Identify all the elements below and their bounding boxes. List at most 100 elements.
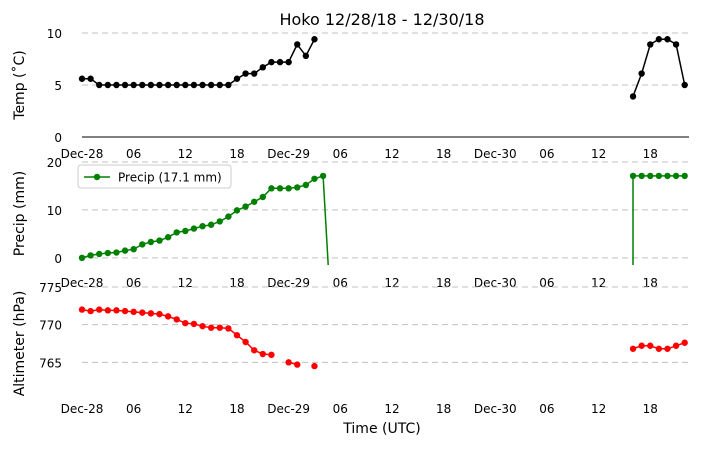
data-point [250, 347, 258, 354]
data-point [207, 221, 215, 228]
data-point [164, 313, 172, 320]
data-point [78, 306, 86, 313]
x-tick-label: Dec-29 [267, 402, 310, 416]
x-tick-label: 12 [178, 276, 193, 290]
data-point [294, 184, 301, 191]
data-point [87, 307, 94, 315]
data-point [173, 81, 180, 89]
x-tick-label: 18 [436, 147, 451, 161]
data-point [139, 81, 146, 89]
y-axis-label: Precip (mm) [12, 171, 28, 256]
x-tick-label: 12 [178, 402, 193, 416]
data-point [242, 70, 249, 77]
data-point [233, 332, 241, 339]
data-point [638, 70, 645, 77]
data-point [78, 254, 86, 262]
series-altimeter [78, 306, 688, 370]
data-point [302, 181, 310, 189]
data-point [190, 81, 198, 89]
data-point [147, 81, 155, 89]
data-point [199, 222, 206, 230]
data-point [225, 213, 232, 220]
data-point [664, 172, 671, 180]
x-tick-label: 18 [229, 402, 244, 416]
data-point [242, 338, 249, 346]
x-tick-label: Dec-28 [61, 402, 104, 416]
panel-temp: 0 5 10 Temp (˚C) Dec-28 06 12 18 Dec-29 06 12 18 Dec… [11, 27, 689, 161]
data-point [113, 249, 120, 256]
data-point [268, 351, 275, 358]
data-point [681, 339, 688, 346]
legend-label: Precip (17.1 mm) [118, 171, 222, 185]
data-point [87, 75, 94, 82]
data-point [233, 75, 241, 82]
y-tick-label: 765 [39, 356, 62, 370]
y-axis-label: Altimeter (hPa) [12, 291, 28, 397]
data-point [268, 58, 275, 66]
data-point [233, 207, 241, 214]
x-tick-label: 18 [229, 147, 244, 161]
x-tick-label: 18 [643, 147, 658, 161]
data-point [664, 36, 671, 43]
data-point [250, 198, 258, 205]
data-point [164, 81, 172, 89]
data-point [130, 245, 137, 253]
data-point [139, 241, 146, 248]
x-tick-label: Dec-28 [61, 147, 104, 161]
y-tick-label: 0 [54, 252, 62, 266]
data-point [96, 81, 103, 89]
data-point [182, 319, 189, 327]
x-tick-label: Dec-30 [474, 147, 517, 161]
y-tick-label: 5 [54, 79, 62, 93]
data-point [647, 41, 654, 48]
series-line [632, 175, 685, 265]
data-point [647, 172, 654, 180]
x-tick-label: 06 [539, 402, 554, 416]
data-point [156, 237, 163, 244]
y-tick-label: 775 [39, 281, 62, 295]
data-point [121, 307, 129, 315]
x-tick-label: 06 [126, 147, 141, 161]
data-point [242, 203, 249, 210]
x-tick-label: 06 [126, 276, 141, 290]
data-point [207, 81, 215, 89]
series-line [82, 38, 316, 86]
data-point [655, 36, 663, 43]
data-point [302, 52, 310, 60]
data-point [199, 81, 206, 89]
data-point [629, 345, 637, 352]
data-point [164, 234, 172, 241]
data-point [311, 36, 318, 43]
data-point [259, 64, 267, 71]
data-point [216, 218, 223, 225]
data-point [190, 225, 198, 232]
chart-title: Hoko 12/28/18 - 12/30/18 [279, 10, 484, 29]
data-point [147, 310, 155, 317]
data-point [78, 75, 86, 82]
data-point [173, 229, 180, 236]
data-point [156, 81, 163, 89]
data-point [113, 81, 120, 89]
data-point [216, 81, 223, 89]
x-tick-label: 18 [436, 276, 451, 290]
x-tick-label: 12 [178, 147, 193, 161]
data-point [139, 309, 146, 316]
data-point [250, 70, 258, 77]
data-point [285, 58, 292, 66]
data-point [285, 359, 292, 366]
data-point [629, 93, 637, 100]
data-point [672, 41, 680, 48]
data-point [121, 247, 129, 254]
data-point [147, 238, 155, 246]
x-tick-label: 06 [333, 402, 348, 416]
x-tick-label: Dec-30 [474, 402, 517, 416]
x-tick-label: 12 [591, 147, 606, 161]
series-line [632, 38, 686, 97]
x-tick-label: 06 [126, 402, 141, 416]
data-point [655, 172, 663, 180]
y-tick-label: 0 [54, 131, 62, 145]
y-tick-label: 10 [47, 27, 62, 41]
x-axis-label: Time (UTC) [342, 421, 420, 437]
data-point [104, 307, 112, 314]
